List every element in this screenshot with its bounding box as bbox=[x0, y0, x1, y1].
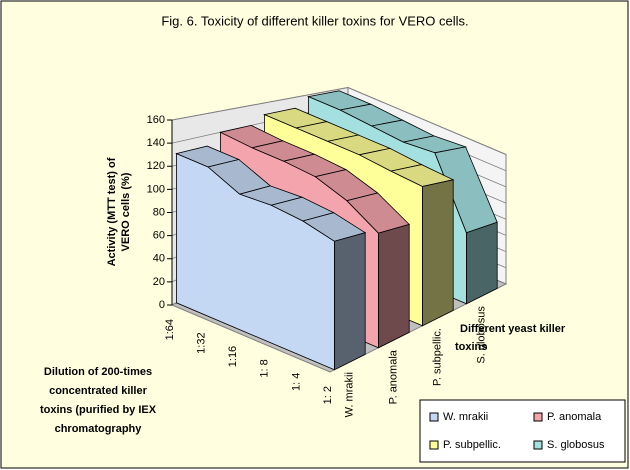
z-axis-title: Different yeast killer bbox=[460, 323, 566, 335]
area-side bbox=[333, 232, 366, 371]
legend-swatch bbox=[429, 440, 439, 450]
z-axis-title: toxins bbox=[455, 341, 487, 353]
area-side bbox=[377, 223, 410, 349]
x-tick-label: 1:64 bbox=[164, 319, 176, 340]
y-tick-label: 160 bbox=[147, 114, 165, 126]
legend-label: P. subpellic. bbox=[443, 439, 501, 451]
z-tick-label: P. anomala bbox=[388, 349, 400, 404]
y-tick-label: 80 bbox=[153, 206, 165, 218]
legend-label: W. mrakii bbox=[443, 411, 488, 423]
y-axis-title: VERO cells (%) bbox=[120, 172, 132, 251]
x-tick-label: 1: 4 bbox=[290, 373, 302, 391]
legend bbox=[419, 399, 626, 463]
y-axis-title: Activity (MTT test) of bbox=[106, 157, 118, 266]
x-tick-label: 1:32 bbox=[196, 332, 208, 353]
legend-swatch bbox=[533, 440, 543, 450]
z-tick-label: W. mrakii bbox=[344, 372, 356, 417]
x-tick-label: 1:16 bbox=[227, 346, 239, 367]
y-tick-label: 20 bbox=[153, 276, 165, 288]
legend-label: P. anomala bbox=[547, 411, 602, 423]
y-tick-label: 120 bbox=[147, 160, 165, 172]
y-tick-label: 0 bbox=[159, 299, 165, 311]
y-tick-label: 100 bbox=[147, 183, 165, 195]
x-axis-title: toxins (purified by IEX bbox=[40, 404, 157, 416]
legend-swatch bbox=[429, 412, 439, 422]
y-tick-label: 60 bbox=[153, 230, 165, 242]
x-tick-label: 1: 8 bbox=[259, 359, 271, 377]
legend-label: S. globosus bbox=[547, 439, 605, 451]
legend-swatch bbox=[533, 412, 543, 422]
x-axis-title: Dilution of 200-times bbox=[44, 366, 152, 378]
area-front bbox=[175, 152, 335, 371]
x-axis-title: chromatography bbox=[55, 423, 143, 435]
y-tick-label: 40 bbox=[153, 253, 165, 265]
z-tick-label: P. subpellic. bbox=[432, 328, 444, 386]
series-area bbox=[175, 145, 367, 371]
grid-line bbox=[171, 87, 507, 155]
y-tick-label: 140 bbox=[147, 137, 165, 149]
x-axis-title: concentrated killer bbox=[49, 385, 148, 397]
x-tick-label: 1: 2 bbox=[322, 386, 334, 404]
area-side bbox=[421, 179, 454, 327]
chart-title: Fig. 6. Toxicity of different killer tox… bbox=[161, 13, 468, 28]
z-tick-label: S. globosus bbox=[476, 306, 488, 364]
